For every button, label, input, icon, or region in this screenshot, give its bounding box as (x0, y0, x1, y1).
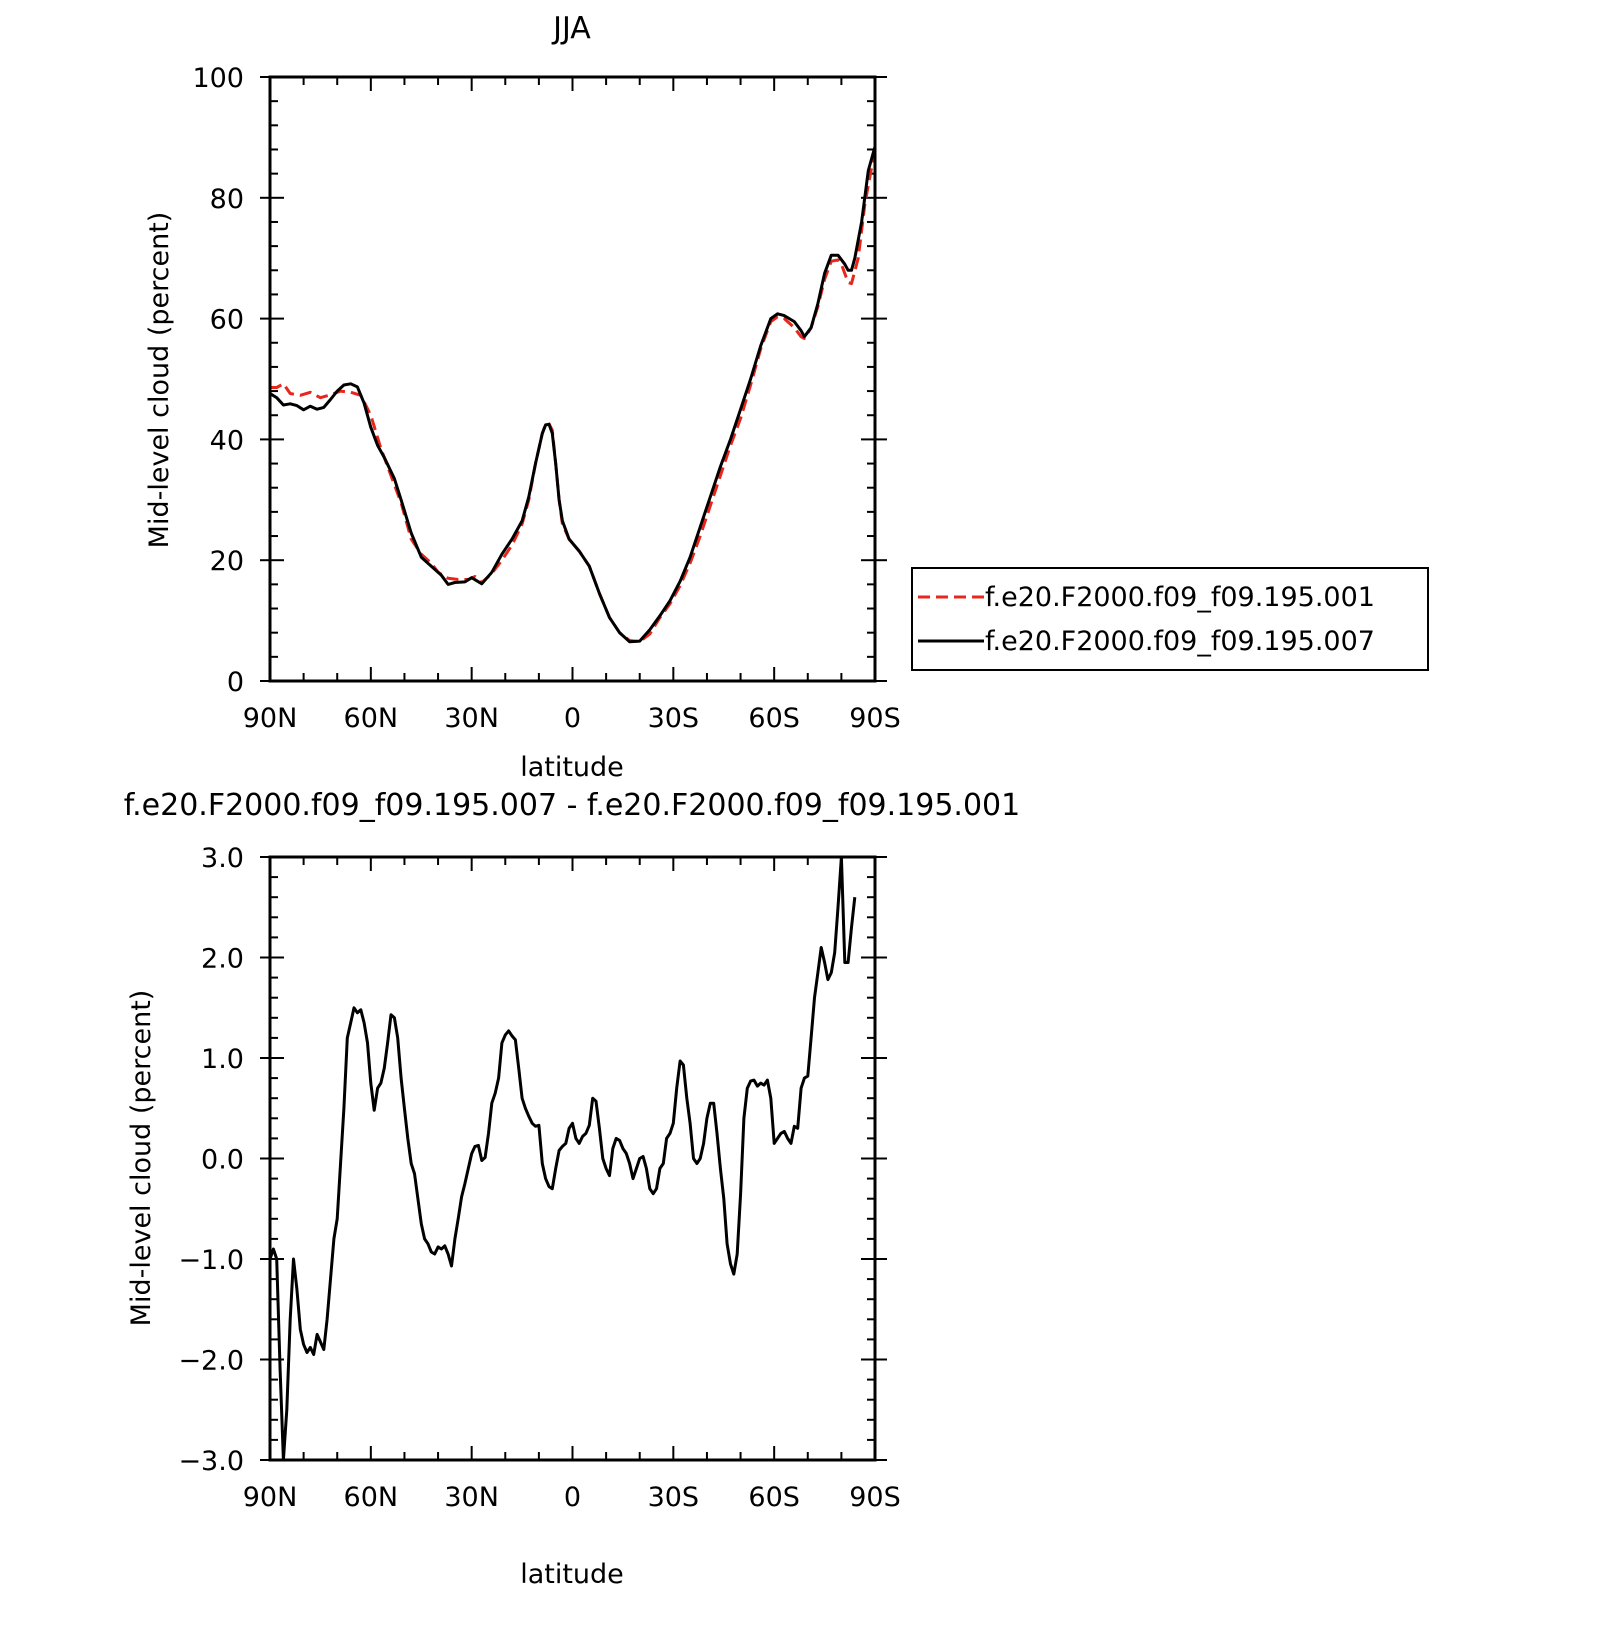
top-chart-x-tick-label: 60N (344, 703, 399, 734)
bottom-chart-series (268, 855, 857, 1462)
top-chart-legend: f.e20.F2000.f09_f09.195.001 f.e20.F2000.… (911, 567, 1429, 671)
top-chart-xlabel: latitude (520, 752, 624, 783)
bottom-chart-x-tick-label: 60N (344, 1482, 399, 1513)
top-chart-axes: 90N 60N 30N 0 30S 60S 90S 0 20 40 60 80 100 (192, 63, 900, 734)
bottom-chart-xlabel: latitude (520, 1559, 624, 1590)
bottom-chart-y-tick-label: 2.0 (201, 944, 244, 975)
top-chart-y-tick-label: 0 (227, 667, 244, 698)
top-chart-y-tick-label: 60 (210, 305, 244, 336)
bottom-chart-ylabel: Mid-level cloud (percent) (126, 990, 157, 1327)
top-chart-title: JJA (551, 11, 591, 46)
legend-label-series-2: f.e20.F2000.f09_f09.195.007 (985, 626, 1375, 657)
bottom-chart-title: f.e20.F2000.f09_f09.195.007 - f.e20.F200… (124, 788, 1020, 823)
top-chart-x-tick-label: 60S (748, 703, 800, 734)
top-chart-x-tick-label: 90N (243, 703, 298, 734)
top-chart-series (269, 146, 877, 644)
bottom-chart: f.e20.F2000.f09_f09.195.007 - f.e20.F200… (124, 788, 1020, 1590)
legend-label-series-1: f.e20.F2000.f09_f09.195.001 (985, 582, 1375, 613)
bottom-chart-x-tick-label: 60S (748, 1482, 800, 1513)
bottom-chart-plot-frame (268, 855, 877, 1462)
bottom-chart-series-line-1 (268, 855, 857, 1462)
bottom-chart-x-tick-label: 0 (564, 1482, 581, 1513)
bottom-chart-y-tick-label: −3.0 (178, 1446, 244, 1477)
bottom-chart-y-tick-label: 3.0 (201, 843, 244, 874)
legend-box (911, 567, 1429, 671)
bottom-chart-y-tick-label: 1.0 (201, 1044, 244, 1075)
bottom-chart-y-tick-label: −1.0 (178, 1245, 244, 1276)
top-chart-x-tick-label: 30S (648, 703, 700, 734)
top-chart-x-tick-label: 30N (444, 703, 499, 734)
top-chart: JJA 90N 60N 30N 0 30S 60S 90S 0 20 40 60 80 100 Mid-… (144, 11, 1429, 783)
top-chart-x-tick-label: 90S (849, 703, 901, 734)
bottom-chart-y-tick-label: 0.0 (201, 1145, 244, 1176)
top-chart-y-tick-label: 40 (210, 425, 244, 456)
top-chart-y-tick-label: 80 (210, 184, 244, 215)
top-chart-ylabel: Mid-level cloud (percent) (144, 212, 175, 549)
top-chart-y-tick-label: 20 (210, 546, 244, 577)
bottom-chart-x-tick-label: 30S (648, 1482, 700, 1513)
top-chart-plot-frame (268, 75, 877, 683)
top-chart-series-line-2 (269, 146, 877, 644)
bottom-chart-x-tick-label: 90N (243, 1482, 298, 1513)
top-chart-y-tick-label: 100 (192, 63, 244, 94)
bottom-chart-y-tick-label: −2.0 (178, 1346, 244, 1377)
bottom-chart-x-tick-label: 30N (444, 1482, 499, 1513)
bottom-chart-x-tick-label: 90S (849, 1482, 901, 1513)
top-chart-x-tick-label: 0 (564, 703, 581, 734)
